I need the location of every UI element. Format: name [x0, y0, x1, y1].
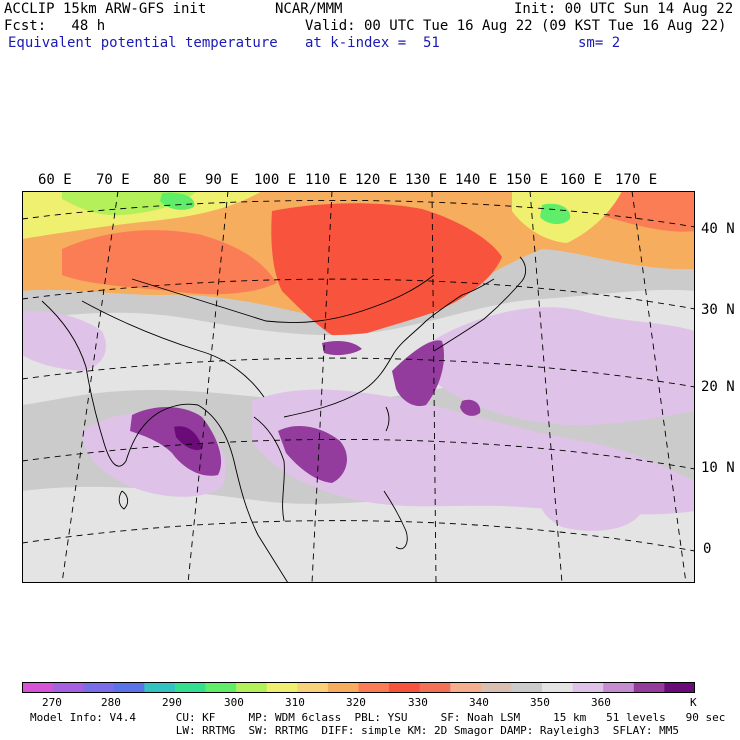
valid-time: Valid: 00 UTC Tue 16 Aug 22 (09 KST Tue … — [305, 18, 727, 34]
coastline-srilanka — [118, 490, 129, 510]
colorbar-frame — [22, 682, 695, 693]
lon-label: 90 E — [205, 172, 239, 188]
lat-label: 30 N — [701, 302, 735, 318]
area-light-gray-south — [22, 486, 695, 583]
coastline-taiwan — [385, 406, 390, 432]
lon-label: 160 E — [560, 172, 603, 188]
area-lilac-southeast — [539, 489, 642, 531]
area-lilac-pacific — [422, 307, 695, 426]
coastline-sea — [197, 404, 289, 583]
colorbar-cell — [297, 682, 329, 693]
map-frame — [22, 191, 695, 583]
init-time: Init: 00 UTC Sun 14 Aug 22 — [514, 1, 734, 17]
colorbar-cell — [22, 682, 54, 693]
colorbar-cell — [327, 682, 360, 693]
core-purple-scs — [278, 426, 347, 483]
area-lilac-west — [22, 310, 106, 371]
lon-label: 170 E — [615, 172, 658, 188]
area-lilac-scs — [252, 389, 695, 515]
parallel-40n — [22, 199, 695, 228]
lon-label: 60 E — [38, 172, 72, 188]
core-purple-korea — [392, 340, 445, 407]
forecast-hour: Fcst: 48 h — [4, 18, 106, 34]
coastline-indochina — [253, 416, 285, 522]
core-purple-bob — [130, 407, 222, 476]
coastline-china — [283, 320, 427, 418]
theta-e-map — [22, 191, 695, 583]
colorbar-cell — [358, 682, 390, 693]
physics-info: LW: RRTMG SW: RRTMG DIFF: simple KM: 2D … — [30, 724, 680, 737]
colorbar-cell — [113, 682, 145, 693]
core-purple-center — [322, 341, 362, 356]
band-red-east — [271, 203, 502, 341]
institution: NCAR/MMM — [275, 1, 343, 17]
lon-label: 110 E — [305, 172, 348, 188]
colorbar-tick: 320 — [346, 696, 366, 709]
colorbar-cell — [480, 682, 513, 693]
lon-label: 70 E — [96, 172, 130, 188]
coastline-japan — [433, 256, 527, 352]
lat-label: 0 — [703, 541, 712, 557]
colorbar-cell — [664, 682, 695, 693]
colorbar-tick: 290 — [162, 696, 182, 709]
border-china — [131, 274, 435, 323]
level-index: at k-index = 51 — [305, 35, 440, 51]
colorbar-tick: 360 — [591, 696, 611, 709]
core-dark-purple — [174, 426, 202, 451]
colorbar-tick: 270 — [42, 696, 62, 709]
model-info: Model Info: V4.4 CU: KF MP: WDM 6class P… — [30, 711, 726, 724]
lon-label: 140 E — [455, 172, 498, 188]
colorbar-tick: 280 — [101, 696, 121, 709]
coastline-philippines — [383, 490, 408, 550]
colorbar-cell — [144, 682, 176, 693]
colorbar-cell — [419, 682, 451, 693]
colorbar-cell — [450, 682, 482, 693]
colorbar-cell — [511, 682, 543, 693]
colorbar-tick: 350 — [530, 696, 550, 709]
colorbar-cell — [542, 682, 574, 693]
colorbar-cell — [603, 682, 635, 693]
colorbar-cell — [266, 682, 298, 693]
core-purple-east — [460, 399, 481, 416]
colorbar-unit: K — [690, 696, 697, 709]
colorbar-cell — [83, 682, 115, 693]
colorbar-cell — [205, 682, 237, 693]
lon-label: 80 E — [153, 172, 187, 188]
field-name: Equivalent potential temperature — [8, 35, 278, 51]
border-himalaya — [81, 300, 265, 398]
colorbar-tick: 300 — [224, 696, 244, 709]
colorbar — [22, 682, 695, 693]
model-title: ACCLIP 15km ARW-GFS init — [4, 1, 207, 17]
colorbar-tick: 330 — [408, 696, 428, 709]
lat-label: 10 N — [701, 460, 735, 476]
band-red-west — [62, 230, 277, 295]
lon-label: 120 E — [355, 172, 398, 188]
graticule — [22, 191, 695, 583]
smoothing: sm= 2 — [578, 35, 621, 51]
lon-label: 130 E — [405, 172, 448, 188]
lat-label: 40 N — [701, 221, 735, 237]
colorbar-cell — [52, 682, 84, 693]
band-green-east — [540, 203, 571, 225]
lat-label: 20 N — [701, 379, 735, 395]
colorbar-cell — [389, 682, 421, 693]
colorbar-tick: 340 — [469, 696, 489, 709]
colorbar-cell — [633, 682, 666, 693]
coastline-india — [41, 300, 199, 467]
lon-label: 150 E — [506, 172, 549, 188]
colorbar-tick: 310 — [285, 696, 305, 709]
lon-label: 100 E — [254, 172, 297, 188]
colorbar-cell — [236, 682, 268, 693]
colorbar-cell — [572, 682, 604, 693]
colorbar-cell — [174, 682, 207, 693]
